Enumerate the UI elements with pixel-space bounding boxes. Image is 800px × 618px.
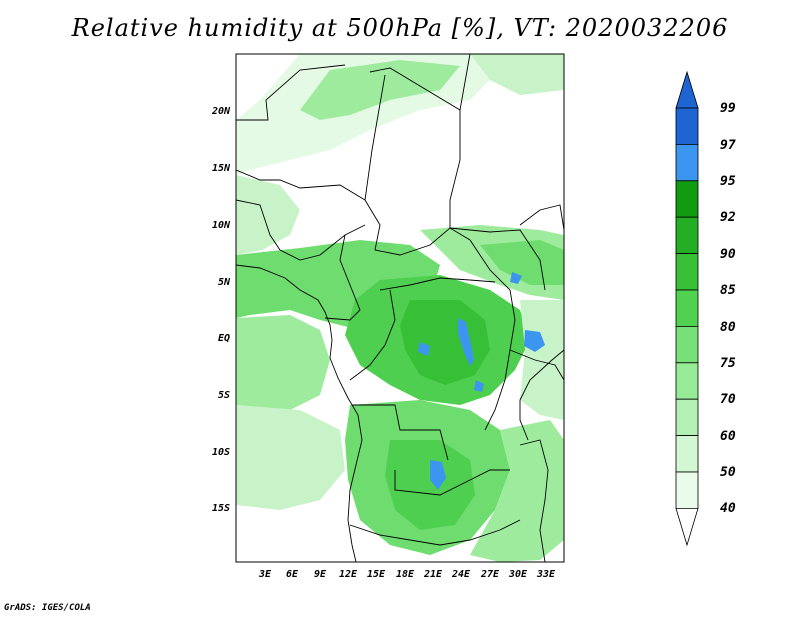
colorbar-band-90-92 <box>675 216 699 254</box>
border-algeria-niger <box>236 64 346 121</box>
colorbar-label-92: 92 <box>720 210 736 225</box>
border-south-sudan <box>449 227 546 291</box>
colorbar-band-50-60 <box>675 435 699 473</box>
lat-label-20n: 20N <box>211 106 231 117</box>
lat-label-5n: 5N <box>218 277 231 288</box>
colorbar-label-75: 75 <box>720 356 736 371</box>
colorbar-band-97-99 <box>675 107 699 145</box>
lon-label-9e: 9E <box>314 569 327 580</box>
latitude-labels: 20N 15N 10N 5N EQ 5S 10S 15S <box>211 106 231 514</box>
colorbar-band-40-50 <box>675 471 699 509</box>
border-libya-chad <box>369 54 471 111</box>
border-mozambique <box>519 439 549 562</box>
border-southern <box>349 519 521 546</box>
colorbar-band-95-97 <box>675 143 699 182</box>
border-nigeria <box>236 199 366 261</box>
border-drc-east <box>484 289 516 431</box>
lon-label-24e: 24E <box>451 569 471 580</box>
lon-label-6e: 6E <box>286 569 299 580</box>
map-title: Relative humidity at 500hPa [%], VT: 202… <box>71 14 729 42</box>
colorbar-label-95: 95 <box>720 174 736 189</box>
lat-label-15s: 15S <box>212 503 230 514</box>
colorbar-band-80-85 <box>675 289 699 327</box>
humidity-region-zambia-core <box>385 440 475 530</box>
lakes <box>418 272 545 490</box>
border-ethiopia <box>519 204 564 231</box>
lake-mweru <box>430 460 446 490</box>
lat-label-15n: 15N <box>212 163 231 174</box>
colorbar-label-99: 99 <box>720 101 736 116</box>
humidity-region-east-africa <box>520 300 564 420</box>
border-car-south <box>379 277 496 291</box>
colorbar-band-60-70 <box>675 398 699 437</box>
colorbar-bottom-triangle <box>675 507 699 547</box>
lon-label-30e: 30E <box>508 569 528 580</box>
border-tanzania <box>509 349 564 381</box>
border-sahel <box>236 169 366 201</box>
colorbar-top-triangle <box>675 70 699 109</box>
lat-label-5s: 5S <box>218 390 230 401</box>
lake-kivu-region <box>418 342 430 356</box>
longitude-labels: 3E 6E 9E 12E 15E 18E 21E 24E 27E 30E 33E <box>258 569 556 580</box>
lake-tanganyika <box>458 318 474 366</box>
lake-albert <box>510 272 522 284</box>
colorbar-label-80: 80 <box>720 320 736 335</box>
border-zambia <box>394 469 510 496</box>
lon-label-12e: 12E <box>339 569 358 580</box>
colorbar-band-70-75 <box>675 362 699 400</box>
colorbar-label-60: 60 <box>720 429 736 444</box>
colorbar-labels: 99 97 95 92 90 85 80 75 70 60 50 40 <box>720 101 736 516</box>
border-sudan <box>449 110 461 228</box>
colorbar-band-85-90 <box>675 253 699 291</box>
colorbar-label-40: 40 <box>720 501 736 516</box>
border-cameroon <box>324 234 361 321</box>
humidity-region-gulf <box>236 315 330 410</box>
colorbar-band-92-95 <box>675 180 699 218</box>
lon-label-3e: 3E <box>258 569 272 580</box>
border-drc-angola <box>352 404 449 461</box>
humidity-region-south-atlantic <box>236 405 345 510</box>
colorbar-band-75-80 <box>675 325 699 364</box>
colorbar-label-50: 50 <box>720 465 736 480</box>
colorbar-label-90: 90 <box>720 247 736 262</box>
map-frame <box>235 53 565 563</box>
humidity-region-west-sahel <box>236 175 300 255</box>
border-east-coast <box>519 349 564 441</box>
humidity-region-congo-core <box>400 300 490 385</box>
lat-label-eq: EQ <box>218 333 230 344</box>
humidity-region-northeast <box>470 54 564 95</box>
lat-label-10s: 10S <box>212 447 230 458</box>
border-congo-drc <box>349 289 396 381</box>
lon-label-27e: 27E <box>480 569 500 580</box>
humidity-region-sahara-core <box>300 60 460 120</box>
country-borders <box>236 54 564 562</box>
colorbar-label-70: 70 <box>720 392 736 407</box>
footer-credit: GrADS: IGES/COLA <box>4 603 91 613</box>
colorbar <box>675 70 699 547</box>
lat-label-10n: 10N <box>212 220 231 231</box>
colorbar-label-97: 97 <box>720 138 736 153</box>
lon-label-33e: 33E <box>536 569 556 580</box>
humidity-region-northeast-core <box>480 240 564 285</box>
map-panel <box>235 53 565 563</box>
lon-label-15e: 15E <box>367 569 386 580</box>
lon-label-21e: 21E <box>423 569 443 580</box>
humidity-field <box>236 54 564 562</box>
lake-victoria-region <box>524 330 545 352</box>
lake-small-south <box>474 380 484 392</box>
lon-label-18e: 18E <box>396 569 415 580</box>
coastline-west <box>236 264 363 562</box>
colorbar-label-85: 85 <box>720 283 736 298</box>
